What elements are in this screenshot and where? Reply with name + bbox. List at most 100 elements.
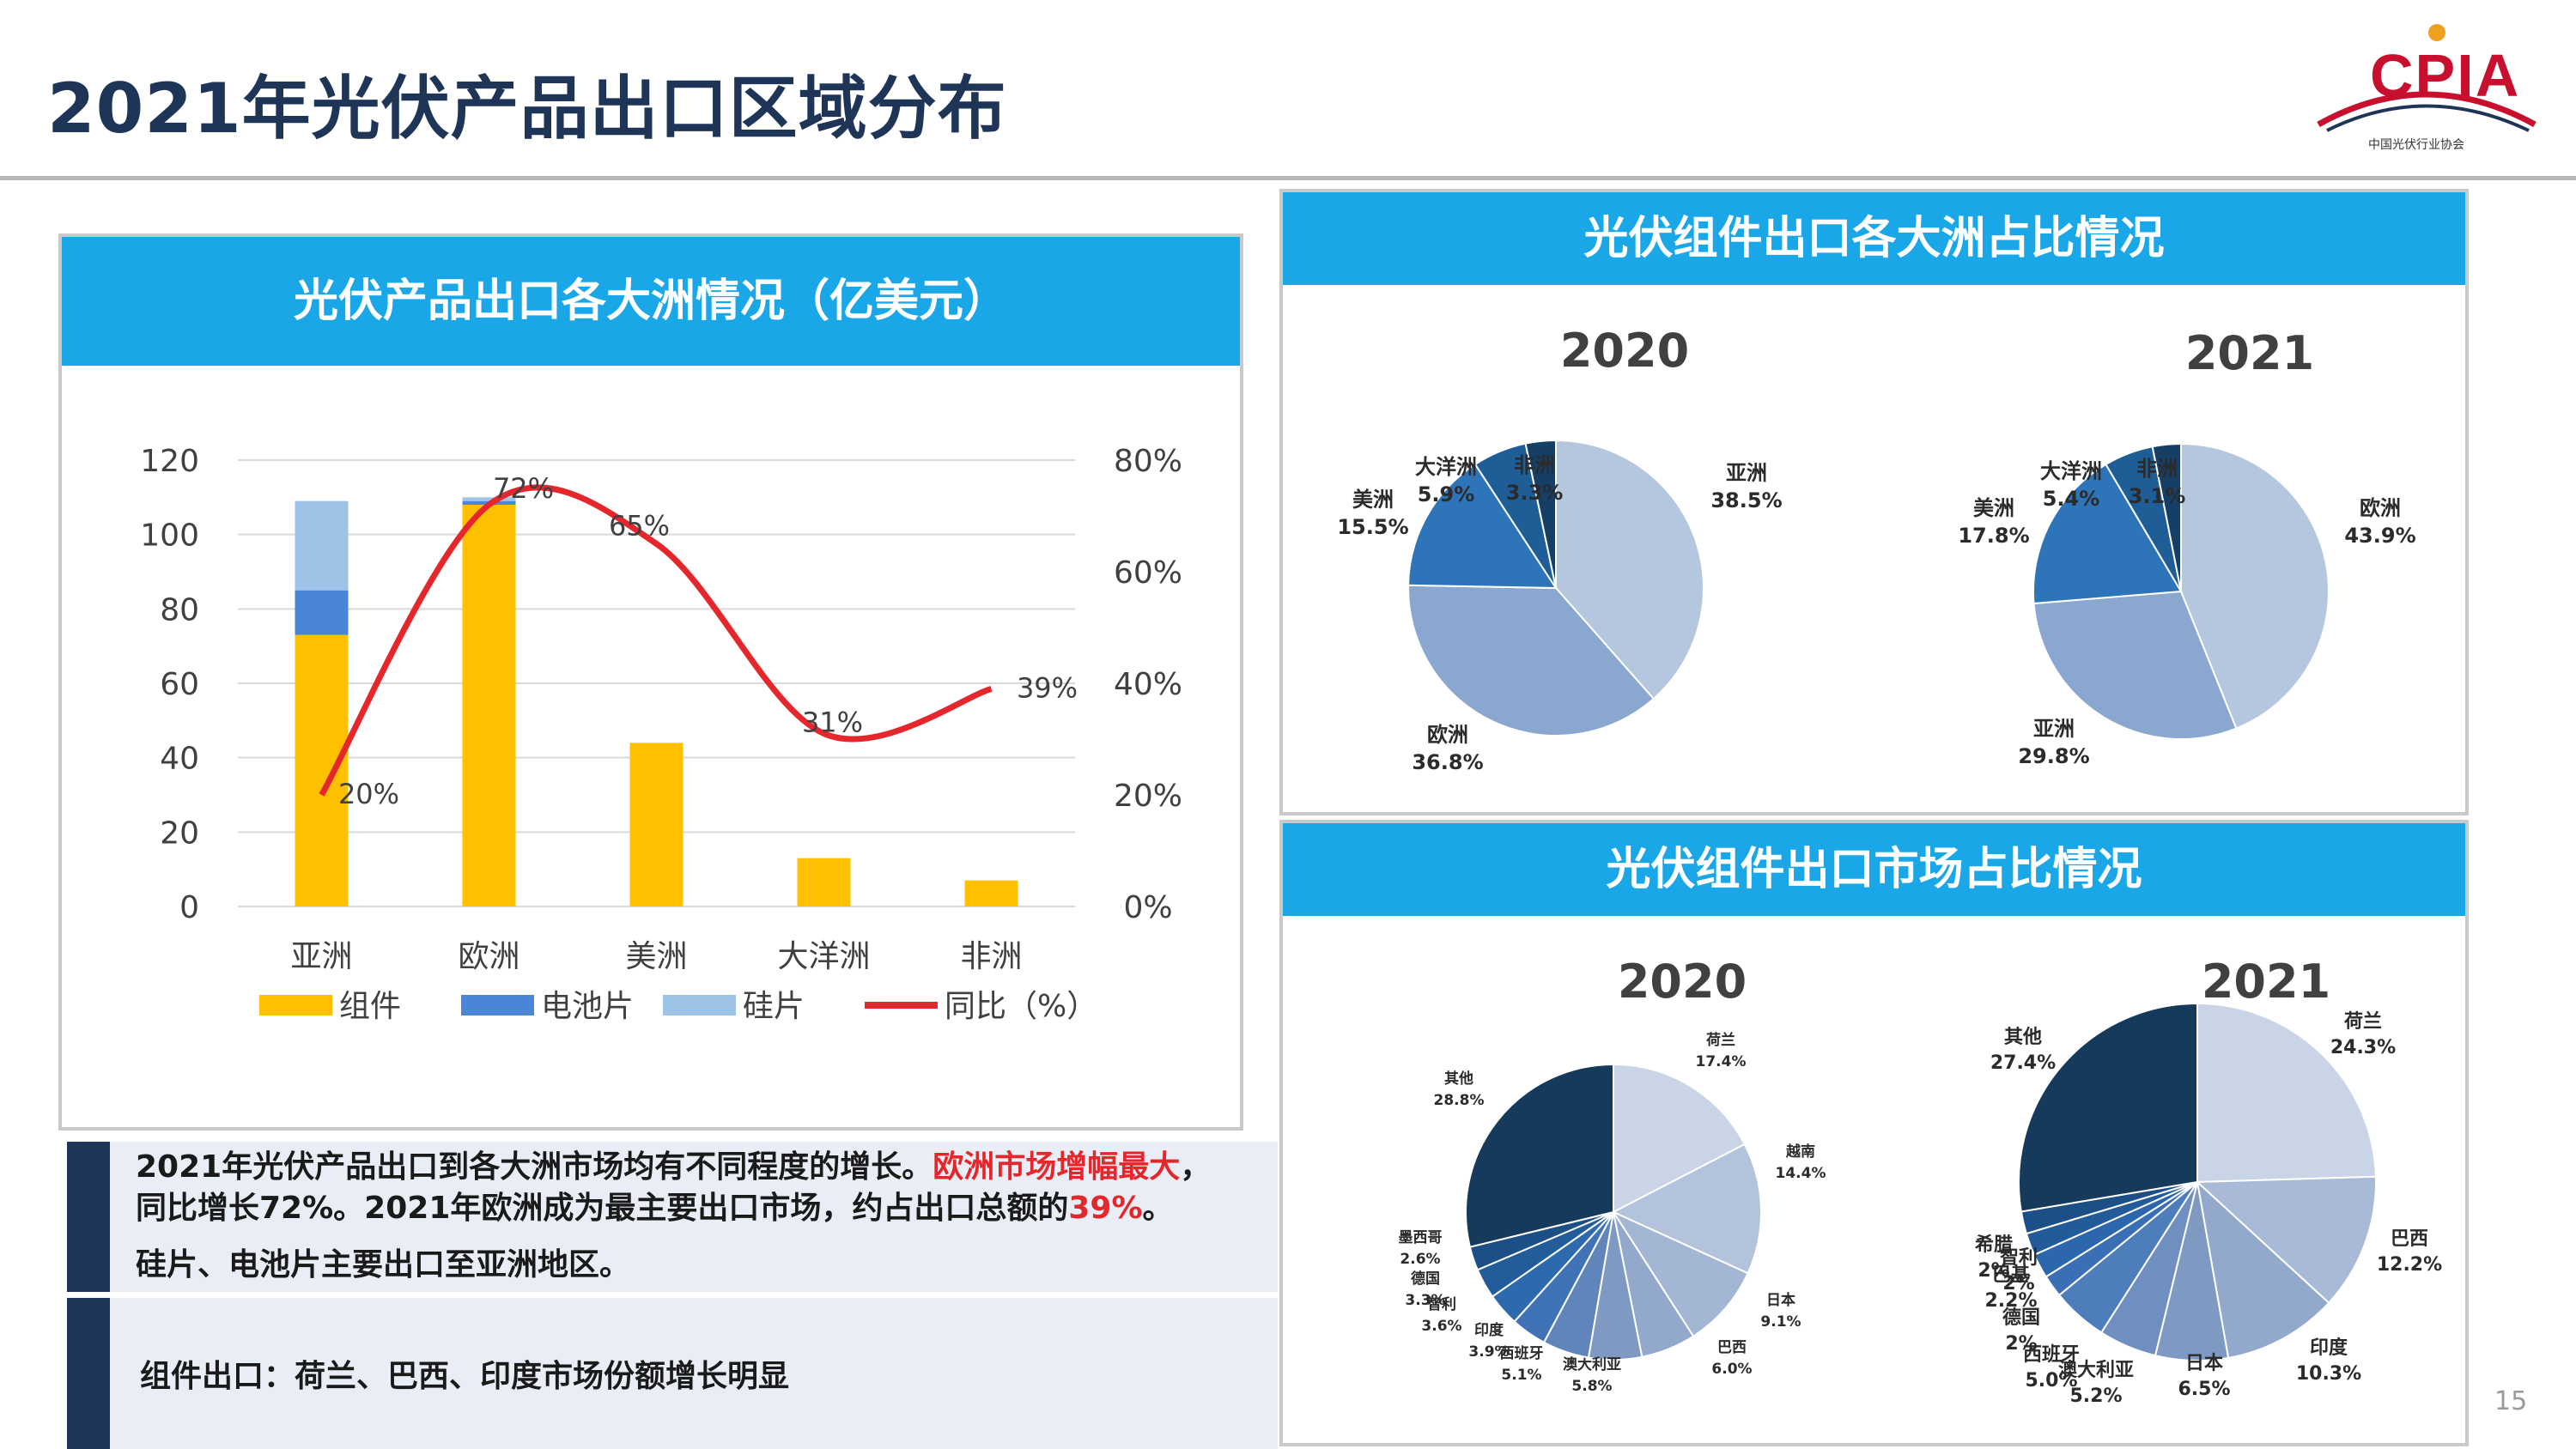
pie-slice-value: 3.3%: [1405, 1292, 1445, 1309]
pie-slice-label: 智利: [1427, 1295, 1456, 1313]
pie-slice-label: 巴西: [2391, 1228, 2428, 1250]
legend-label: 组件: [339, 989, 401, 1024]
y-tick-label: 80: [160, 592, 199, 627]
note-accent-bar-2: [67, 1298, 110, 1449]
pie-slice-label: 印度: [2310, 1337, 2348, 1359]
x-tick-label: 美洲: [625, 939, 687, 974]
note-text-1a: 2021年光伏产品出口到各大洲市场均有不同程度的增长。: [136, 1149, 933, 1185]
legend-swatch: [663, 995, 736, 1016]
pie-slice-value: 28.8%: [1434, 1092, 1485, 1109]
bar-segment: [797, 858, 851, 906]
note-highlight-europe: 欧洲市场增幅最大: [933, 1149, 1181, 1185]
pie-slice: [2032, 463, 2183, 605]
x-tick-label: 亚洲: [290, 939, 352, 974]
pie-slice-value: 5.4%: [2043, 487, 2100, 511]
pie-slice: [1407, 463, 1558, 590]
pie-slice-value: 5.1%: [1501, 1367, 1541, 1384]
module-market-share-header: 光伏组件出口市场占比情况: [1283, 823, 2465, 916]
pie-title: 2021: [2185, 326, 2314, 380]
y2-tick-label: 60%: [1114, 555, 1182, 591]
pie-slice-label: 西班牙: [1500, 1345, 1544, 1362]
pie-slice: [1524, 439, 1557, 589]
module-market-share-panel: 光伏组件出口市场占比情况 2020 荷兰 17.4% 越南 14.4% 日本 9.1% 巴西 6…: [1279, 820, 2469, 1446]
pie-slice-label: 巴基: [1992, 1264, 2031, 1286]
pie-slice-label: 智利: [2000, 1246, 2038, 1269]
page-title: 2021年光伏产品出口区域分布: [47, 69, 1007, 149]
pie-slice: [2196, 1002, 2377, 1184]
pie-slice-value: 2%: [2002, 1273, 2034, 1294]
module-note: 组件出口：荷兰、巴西、印度市场份额增长明显: [67, 1298, 1278, 1449]
pie-slice: [2032, 590, 2238, 740]
y-tick-label: 0: [179, 890, 199, 925]
pie-title: 2020: [1560, 324, 1689, 378]
summary-note: 2021年光伏产品出口到各大洲市场均有不同程度的增长。欧洲市场增幅最大， 同比增…: [67, 1142, 1278, 1292]
bar-segment: [295, 500, 349, 591]
pie-slice-label: 西班牙: [2023, 1344, 2080, 1366]
pie-slice-label: 澳大利亚: [2058, 1359, 2134, 1381]
y-tick-label: 100: [140, 518, 199, 554]
legend-swatch: [461, 995, 534, 1016]
pie-slice-label: 墨西哥: [1399, 1229, 1443, 1246]
pie-title: 2021: [2202, 955, 2330, 1009]
pie-slice-label: 荷兰: [2344, 1010, 2382, 1033]
pie-slice: [1611, 1143, 1762, 1275]
pie-slice-value: 2%: [2005, 1333, 2037, 1355]
pie-slice: [1407, 584, 1656, 737]
y2-tick-label: 40%: [1114, 667, 1182, 702]
pie-slice-label: 大洋洲: [2040, 459, 2102, 483]
pie-slice-value: 5.8%: [1571, 1378, 1612, 1395]
bar-segment: [629, 743, 683, 906]
page-number: 15: [2494, 1386, 2528, 1416]
pie-slice-value: 36.8%: [1412, 750, 1483, 774]
pie-slice-value: 38.5%: [1710, 488, 1782, 512]
pie-slice-value: 6.5%: [2178, 1379, 2230, 1400]
pie-slice-label: 欧洲: [1427, 723, 1468, 747]
pie-slice-value: 5.0%: [2025, 1370, 2077, 1391]
legend-swatch: [259, 995, 332, 1016]
pie-slice-label: 澳大利亚: [1563, 1355, 1621, 1373]
pie-slice-value: 5.9%: [1418, 482, 1475, 506]
pie-slice-label: 非洲: [1514, 453, 1555, 477]
x-tick-label: 欧洲: [458, 939, 519, 974]
note-line-4: 组件出口：荷兰、巴西、印度市场份额增长明显: [140, 1359, 790, 1394]
pie-slice-value: 5.2%: [2069, 1385, 2122, 1407]
note-text-2a: 同比增长72%。2021年欧洲成为最主要出口市场，约占出口总额的: [136, 1191, 1069, 1226]
pie-slice-label: 印度: [1474, 1321, 1504, 1339]
note-text-2b: 。: [1142, 1191, 1174, 1226]
bar-segment: [964, 880, 1018, 906]
pie-slice: [2018, 1002, 2198, 1213]
yoy-data-label: 65%: [609, 510, 670, 543]
y-tick-label: 40: [160, 742, 199, 777]
pie-slice: [2180, 442, 2330, 730]
pie-slice-label: 荷兰: [1706, 1031, 1735, 1049]
module-continent-pies: 2020 亚洲 38.5% 欧洲 36.8% 美洲 15.5% 大洋洲 5.9% 非洲 3.3% 20…: [1337, 324, 2415, 774]
pie-slice-value: 2%: [1978, 1260, 2009, 1282]
pie-slice-label: 日本: [1766, 1291, 1795, 1309]
pie-slice-value: 29.8%: [2018, 744, 2089, 768]
pie-slice-label: 其他: [1444, 1070, 1473, 1088]
y-tick-label: 60: [160, 667, 199, 702]
y-tick-label: 20: [160, 815, 199, 851]
x-tick-label: 大洋洲: [777, 939, 870, 974]
legend-label: 同比（%）: [945, 989, 1097, 1024]
pie-slice-value: 3.1%: [2129, 484, 2186, 508]
pie-slice-value: 15.5%: [1337, 515, 1408, 539]
pie-slice: [1555, 439, 1704, 700]
note-line-3: 硅片、电池片主要出口至亚洲地区。: [136, 1247, 631, 1282]
pie-slice-label: 越南: [1785, 1143, 1815, 1161]
module-market-pies: 2020 荷兰 17.4% 越南 14.4% 日本 9.1% 巴西 6.0% 澳大利亚 5.8% 西班…: [1399, 955, 2443, 1407]
pie-slice-label: 巴西: [1717, 1339, 1747, 1356]
pie-slice-label: 亚洲: [1726, 461, 1767, 485]
pie-title: 2020: [1618, 955, 1747, 1009]
module-continent-share-panel: 光伏组件出口各大洲占比情况 2020 亚洲 38.5% 欧洲 36.8% 美洲 15.5% 大…: [1279, 189, 2469, 815]
pie-slice-value: 2.6%: [1400, 1251, 1440, 1268]
y-tick-label: 120: [140, 444, 199, 479]
bar-segment: [295, 590, 349, 635]
pie-slice-label: 美洲: [1352, 488, 1394, 512]
bar-segment: [462, 505, 516, 906]
y2-tick-label: 0%: [1123, 890, 1172, 925]
legend-label: 硅片: [743, 989, 805, 1024]
logo-arc-icon: [2317, 24, 2537, 132]
pie-slice-value: 3.9%: [1468, 1343, 1509, 1361]
pie-slice: [1613, 1063, 1747, 1214]
